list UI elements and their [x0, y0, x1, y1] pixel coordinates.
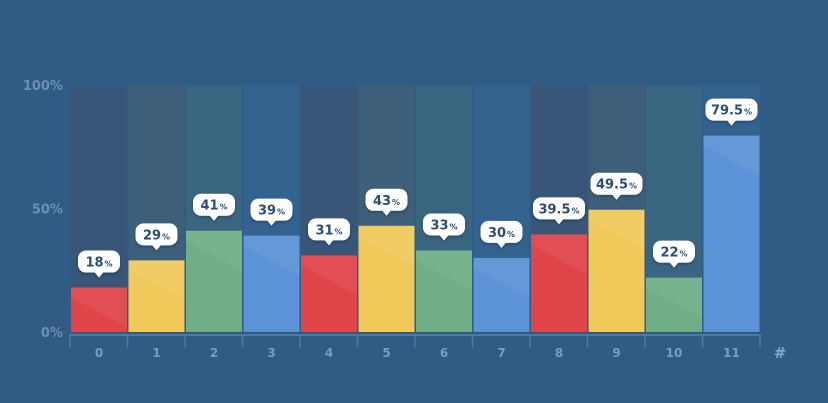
- x-tick-label-2: 2: [210, 346, 218, 360]
- x-tick-label-5: 5: [382, 346, 390, 360]
- data-label-bubble-8: [533, 197, 585, 225]
- bar-7: [473, 257, 530, 332]
- bar-5: [358, 225, 415, 332]
- x-tick-label-0: 0: [95, 346, 103, 360]
- bar-highlight-5: [358, 225, 415, 266]
- data-label-3: 39%: [258, 204, 285, 219]
- bar-3: [243, 235, 300, 332]
- data-label-box-3: [250, 198, 293, 221]
- bar-highlight-2: [186, 230, 242, 271]
- x-tick-label-7: 7: [497, 346, 505, 360]
- y-tick-label-1: 50%: [32, 203, 63, 218]
- x-tick-label-4: 4: [325, 346, 333, 360]
- bar-highlight-11: [703, 135, 760, 176]
- x-axis: 0 1 2 3 4 5 6 7 8 9 10 11 #: [69, 334, 787, 362]
- data-label-pointer-0: [94, 271, 104, 278]
- x-tick-label-6: 6: [440, 346, 448, 360]
- data-label-bubble-1: [135, 223, 178, 251]
- data-label-bubble-4: [308, 218, 350, 246]
- bar-8: [531, 234, 587, 332]
- data-label-1: 29%: [143, 228, 170, 243]
- bar-series: [71, 135, 760, 332]
- x-tick-label-8: 8: [555, 346, 563, 360]
- data-label-pointer-3: [266, 219, 277, 226]
- bar-highlight-7: [473, 257, 530, 298]
- data-label-pointer-11: [726, 119, 737, 126]
- bar-highlight-3: [243, 235, 300, 276]
- x-tick-label-3: 3: [267, 346, 275, 360]
- data-label-pointer-5: [381, 209, 392, 216]
- bar-0: [71, 287, 127, 332]
- data-label-box-2: [193, 193, 235, 216]
- data-label-pointer-9: [611, 193, 622, 200]
- bar-highlight-0: [71, 287, 127, 328]
- data-label-bubble-0: [78, 250, 120, 278]
- bar-1: [128, 260, 185, 332]
- data-label-bubble-11: [705, 98, 758, 126]
- data-label-pointer-8: [554, 218, 564, 225]
- data-label-bubble-3: [250, 198, 293, 226]
- bar-highlight-6: [416, 250, 472, 291]
- data-label-box-7: [480, 220, 523, 243]
- data-label-box-8: [533, 197, 585, 220]
- x-tick-label-9: 9: [612, 346, 620, 360]
- data-label-2: 41%: [200, 199, 227, 214]
- data-label-pointer-7: [496, 241, 507, 248]
- data-label-pointer-2: [209, 214, 219, 221]
- data-label-bubble-9: [590, 172, 643, 200]
- bar-2: [186, 230, 242, 332]
- data-label-box-9: [590, 172, 643, 195]
- data-label-box-0: [78, 250, 120, 273]
- data-label-box-6: [423, 213, 465, 236]
- data-label-6: 33%: [430, 218, 457, 233]
- data-label-bubble-2: [193, 193, 235, 221]
- y-tick-label-0: 0%: [41, 326, 63, 341]
- data-label-box-10: [653, 240, 695, 263]
- data-label-bubble-10: [653, 240, 695, 268]
- data-label-pointer-4: [324, 239, 334, 246]
- data-label-4: 31%: [315, 223, 342, 238]
- y-axis: 0% 50% 100%: [23, 79, 63, 341]
- data-label-0: 18%: [85, 256, 112, 271]
- bar-highlight-9: [588, 209, 645, 250]
- x-tick-label-1: 1: [152, 346, 160, 360]
- x-tick-label-11: 11: [723, 346, 740, 360]
- x-axis-unit-label: #: [774, 344, 787, 362]
- data-label-pointer-6: [439, 234, 449, 241]
- data-label-box-1: [135, 223, 178, 246]
- bar-11: [703, 135, 760, 332]
- y-tick-label-2: 100%: [23, 79, 63, 94]
- bar-4: [301, 255, 357, 332]
- data-label-9: 49.5%: [596, 178, 637, 193]
- bar-10: [646, 277, 702, 332]
- data-label-box-11: [705, 98, 758, 121]
- data-label-bubble-5: [365, 188, 408, 216]
- bar-highlight-8: [531, 234, 587, 275]
- data-label-box-4: [308, 218, 350, 241]
- data-label-8: 39.5%: [538, 202, 579, 217]
- bar-highlight-1: [128, 260, 185, 301]
- data-label-bubble-6: [423, 213, 465, 241]
- data-label-11: 79.5%: [711, 104, 752, 119]
- bar-highlight-4: [301, 255, 357, 296]
- data-label-7: 30%: [488, 226, 515, 241]
- data-label-bubble-7: [480, 220, 523, 248]
- data-label-5: 43%: [373, 194, 400, 209]
- data-labels: 18% 29% 41% 39% 31% 43% 33% 30% 39.5% 49.5% 22% 79.…: [78, 98, 758, 278]
- data-label-pointer-10: [669, 261, 679, 268]
- data-label-box-5: [365, 188, 408, 211]
- bar-9: [588, 209, 645, 332]
- bar-highlight-10: [646, 277, 702, 318]
- bar-6: [416, 250, 472, 332]
- data-label-pointer-1: [151, 244, 162, 251]
- data-label-10: 22%: [660, 246, 687, 261]
- x-tick-label-10: 10: [666, 346, 683, 360]
